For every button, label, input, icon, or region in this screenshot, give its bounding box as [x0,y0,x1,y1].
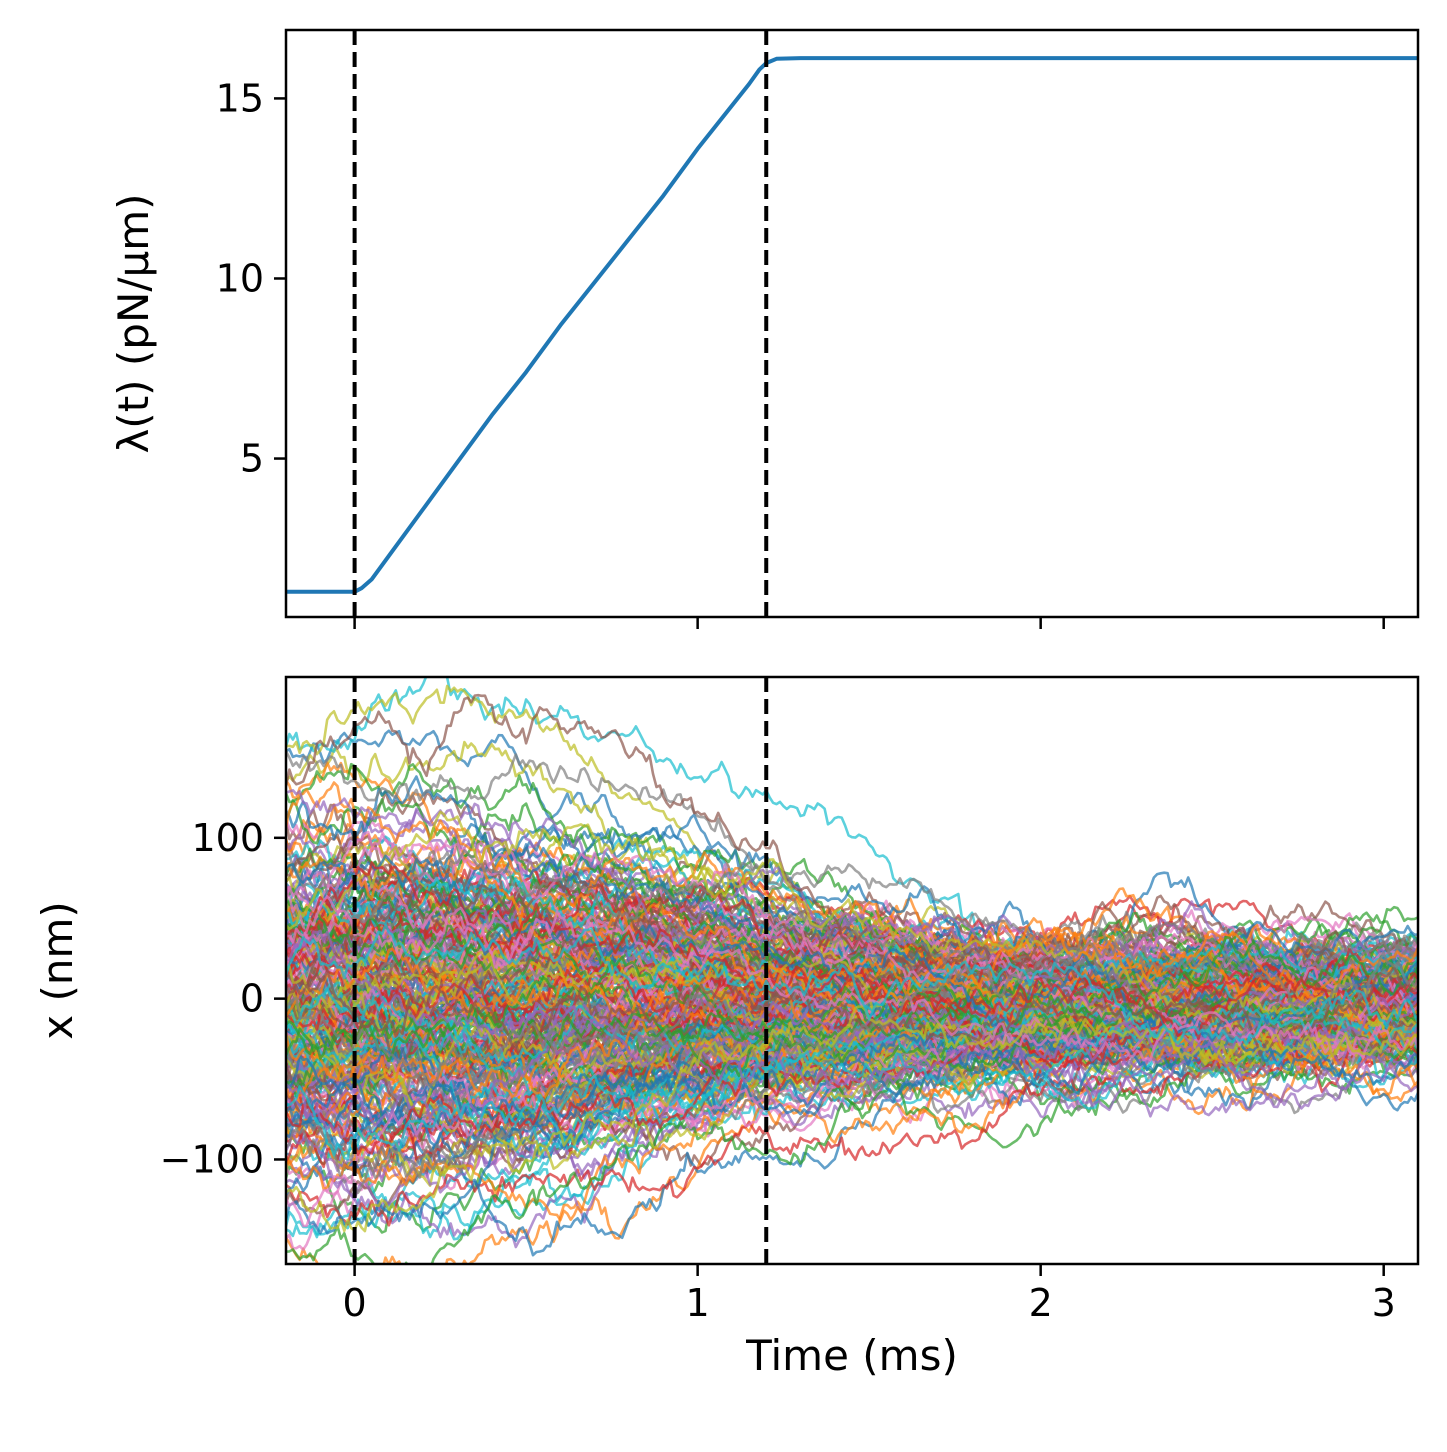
trajectory-line [286,965,1418,1101]
trajectory-line [286,923,1418,1046]
bottom-vlines [352,677,769,1264]
trajectory-line [286,949,1418,1083]
trajectory-line [286,866,1418,1029]
trajectory-line [286,935,1418,1081]
bottom-ytick-label: −100 [160,1137,264,1181]
top-axes-frame [284,28,1420,619]
lambda-series-line [286,56,1418,594]
trajectory-line [286,1005,1418,1233]
trajectory-line [286,1005,1418,1161]
trajectory-line [286,966,1418,1057]
top-vlines [352,30,769,617]
bottom-ticks: 0 1 2 3 −100 0 100 [160,816,1396,1325]
bottom-ytick-label: 0 [240,977,264,1021]
trajectory-line [286,944,1418,1150]
bottom-xtick-label: 3 [1372,1281,1396,1325]
bottom-xtick-label: 1 [686,1281,710,1325]
bottom-ytick-label: 100 [191,816,264,860]
trajectory-line [286,849,1418,1042]
top-ytick-label: 10 [216,256,264,300]
top-ytick-label: 15 [216,76,264,120]
top-panel-lambda: 5 10 15 λ(t) (pN/μm) [109,28,1420,629]
trajectory-line [286,810,1418,1028]
trajectory-line [286,929,1418,1092]
top-series-lambda [286,56,1418,594]
top-y-axis-label: λ(t) (pN/μm) [109,193,158,453]
bottom-axes-frame [284,675,1420,1266]
bottom-panel-trajectories: 0 1 2 3 −100 0 100 x (nm) Time (ms) [33,675,1420,1380]
bottom-y-axis-label: x (nm) [33,901,82,1040]
bottom-xtick-label: 2 [1029,1281,1053,1325]
bottom-trajectories [286,677,1418,1264]
x-axis-label: Time (ms) [745,1331,958,1380]
trajectory-line [286,750,1418,982]
top-ticks: 5 10 15 [216,76,1385,629]
top-ytick-label: 5 [240,437,264,481]
trajectory-line [286,995,1418,1139]
bottom-xtick-label: 0 [343,1281,367,1325]
trajectory-line [286,895,1418,1062]
trajectory-line [286,941,1418,1087]
